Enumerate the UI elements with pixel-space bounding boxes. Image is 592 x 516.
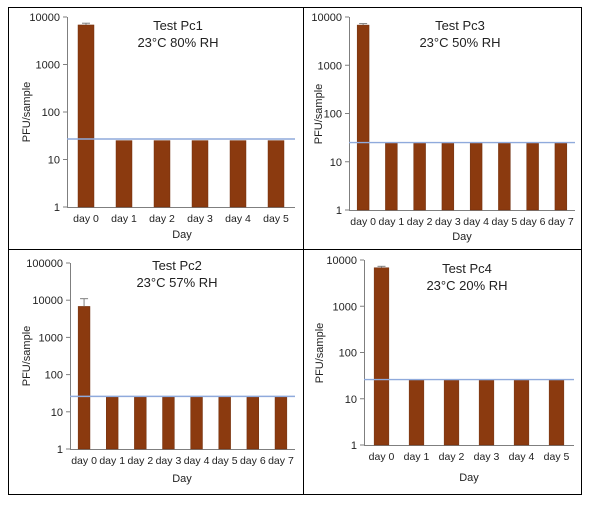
bar-day-5	[267, 140, 285, 208]
x-axis-title: Day	[452, 231, 472, 243]
panel-borders	[8, 7, 582, 495]
y-tick-label: 100	[339, 348, 357, 360]
x-tick-label: day 5	[263, 213, 289, 225]
chart-pc1: 1 10 100 1000 10000 day 0 day 1 day 2 day 3 day 4…	[21, 12, 295, 241]
y-tick-label: 10000	[311, 12, 342, 24]
x-tick-label: day 3	[435, 216, 461, 228]
bar-day-7	[274, 396, 288, 450]
y-tick-label: 10000	[326, 255, 357, 267]
bar-day-2	[134, 396, 147, 450]
bar-day-0	[77, 306, 91, 450]
y-axis-title: PFU/sample	[314, 323, 326, 384]
bar-day-2	[153, 140, 171, 208]
y-tick-label: 1	[57, 444, 63, 456]
x-tick-label: day 3	[187, 213, 213, 225]
y-tick-label: 1000	[333, 301, 357, 313]
bar-day-4	[190, 396, 203, 450]
y-tick-label: 1000	[36, 60, 60, 72]
chart-subtitle: 23°C 50% RH	[419, 35, 500, 50]
x-tick-label: day 6	[520, 216, 546, 228]
bar-day-5	[498, 142, 511, 211]
y-tick-label: 1000	[318, 60, 342, 72]
bar-day-2	[413, 142, 426, 211]
y-tick-label: 100	[324, 109, 342, 121]
x-tick-label: day 2	[149, 213, 175, 225]
x-tick-label: day 4	[509, 451, 535, 463]
chart-title: Test Pc1	[153, 18, 203, 33]
x-tick-label: day 6	[240, 455, 266, 467]
y-tick-label: 1	[336, 205, 342, 217]
x-tick-label: day 3	[474, 451, 500, 463]
chart-subtitle: 23°C 20% RH	[426, 278, 507, 293]
bar-day-3	[162, 396, 175, 450]
bar-day-5	[548, 380, 565, 446]
y-tick-label: 10000	[32, 295, 63, 307]
y-axis-title: PFU/sample	[21, 82, 33, 143]
x-tick-label: day 2	[407, 216, 433, 228]
bar-day-3	[441, 142, 455, 211]
x-tick-label: day 5	[492, 216, 518, 228]
y-axis-title: PFU/sample	[313, 84, 325, 145]
x-tick-label: day 0	[369, 451, 395, 463]
bar-day-3	[478, 380, 495, 446]
x-tick-label: day 4	[463, 216, 489, 228]
x-tick-label: day 5	[544, 451, 570, 463]
bar-day-6	[526, 142, 539, 211]
y-tick-label: 1000	[39, 332, 63, 344]
x-tick-label: day 7	[548, 216, 574, 228]
y-tick-label: 10	[345, 394, 357, 406]
bar-day-3	[191, 140, 209, 208]
bar-day-0	[356, 24, 370, 211]
chart-title: Test Pc4	[442, 261, 492, 276]
x-axis-title: Day	[459, 472, 479, 484]
y-tick-label: 100	[42, 107, 60, 119]
chart-title: Test Pc2	[152, 258, 202, 273]
bar-day-1	[385, 142, 398, 211]
chart-subtitle: 23°C 80% RH	[137, 35, 218, 50]
x-tick-label: day 3	[156, 455, 182, 467]
y-tick-label: 10000	[29, 12, 60, 24]
x-tick-label: day 0	[71, 455, 97, 467]
x-tick-label: day 4	[225, 213, 251, 225]
y-tick-label: 10	[330, 157, 342, 169]
y-tick-label: 10	[48, 155, 60, 167]
y-tick-label: 1	[351, 440, 357, 452]
x-tick-label: day 2	[439, 451, 465, 463]
bar-day-4	[469, 142, 483, 211]
x-tick-label: day 0	[350, 216, 376, 228]
bar-day-1	[408, 380, 425, 446]
bar-day-1	[115, 140, 133, 208]
bar-day-2	[443, 380, 460, 446]
x-tick-label: day 7	[268, 455, 294, 467]
bar-day-1	[106, 396, 119, 450]
y-tick-label: 1	[54, 202, 60, 214]
x-tick-label: day 1	[99, 455, 125, 467]
x-tick-label: day 2	[127, 455, 153, 467]
bar-day-4	[229, 140, 247, 208]
bar-day-5	[218, 396, 231, 450]
x-tick-label: day 5	[212, 455, 238, 467]
bar-day-0	[77, 24, 95, 208]
x-tick-label: day 4	[184, 455, 210, 467]
chart-pc4: 1 10 100 1000 10000 day 0 day 1 day 2 day 3 day 4…	[314, 255, 574, 484]
x-axis-title: Day	[172, 473, 192, 485]
chart-title: Test Pc3	[435, 18, 485, 33]
y-tick-label: 100	[45, 370, 63, 382]
y-tick-label: 100000	[26, 258, 63, 270]
chart-subtitle: 23°C 57% RH	[136, 275, 217, 290]
y-tick-label: 10	[51, 407, 63, 419]
x-tick-label: day 1	[111, 213, 137, 225]
bar-day-0	[373, 267, 390, 446]
chart-pc3: 1 10 100 1000 10000 day 0 day 1 day 2 day 3 day 4…	[311, 12, 575, 243]
y-axis-title: PFU/sample	[21, 326, 33, 387]
bar-day-4	[513, 380, 530, 446]
bar-day-7	[554, 142, 568, 211]
x-axis-title: Day	[172, 229, 192, 241]
x-tick-label: day 0	[73, 213, 99, 225]
x-tick-label: day 1	[379, 216, 405, 228]
bar-day-6	[246, 396, 259, 450]
x-tick-label: day 1	[404, 451, 430, 463]
